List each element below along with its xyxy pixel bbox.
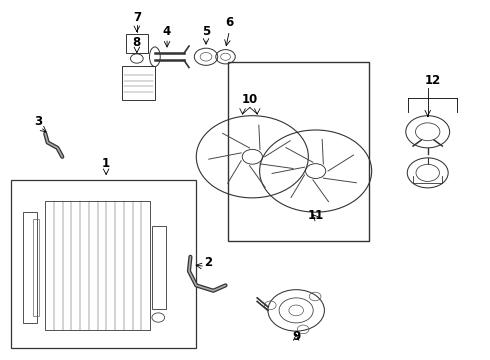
Text: 10: 10 xyxy=(242,93,258,106)
Bar xyxy=(125,33,147,53)
Bar xyxy=(11,180,196,348)
Bar xyxy=(122,66,155,100)
Bar xyxy=(228,62,369,241)
Text: 6: 6 xyxy=(225,17,234,30)
Text: 12: 12 xyxy=(424,73,441,86)
Text: 5: 5 xyxy=(202,25,210,38)
Bar xyxy=(33,219,39,316)
Text: 4: 4 xyxy=(163,25,171,38)
Bar xyxy=(45,202,150,330)
Text: 11: 11 xyxy=(308,209,324,222)
Text: 9: 9 xyxy=(292,330,300,343)
Text: 3: 3 xyxy=(34,114,42,128)
Bar xyxy=(152,226,166,309)
Bar xyxy=(24,212,37,323)
Text: 2: 2 xyxy=(204,256,213,269)
Text: 1: 1 xyxy=(102,157,110,171)
Text: 8: 8 xyxy=(133,36,141,49)
Text: 7: 7 xyxy=(133,11,141,24)
